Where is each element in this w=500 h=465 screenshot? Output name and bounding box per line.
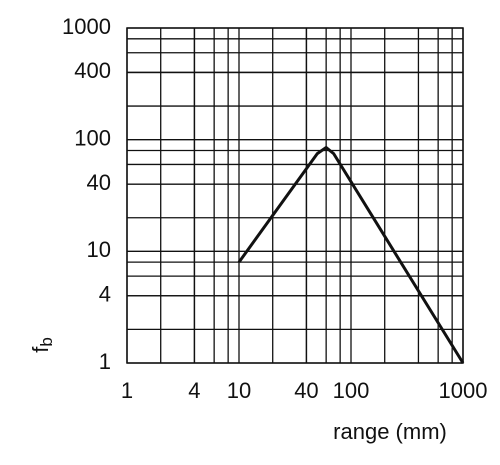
x-tick-label: 4 [188,378,200,403]
x-tick-label: 10 [227,378,251,403]
y-tick-label: 40 [87,170,111,195]
y-tick-label: 400 [74,58,111,83]
y-tick-label: 10 [87,237,111,262]
x-tick-label: 100 [333,378,370,403]
y-tick-label: 4 [99,282,111,307]
x-tick-label: 1000 [439,378,488,403]
y-tick-label: 100 [74,125,111,150]
y-label-main: f [28,346,53,353]
y-axis-label: fb [28,337,57,353]
data-line [237,146,465,364]
plot-frame [126,27,464,364]
x-tick-label: 1 [121,378,133,403]
x-axis-label: range (mm) [333,419,447,444]
y-tick-label: 1000 [62,14,111,39]
x-tick-label: 40 [294,378,318,403]
y-tick-label: 1 [99,349,111,374]
y-label-sub: b [37,337,56,346]
